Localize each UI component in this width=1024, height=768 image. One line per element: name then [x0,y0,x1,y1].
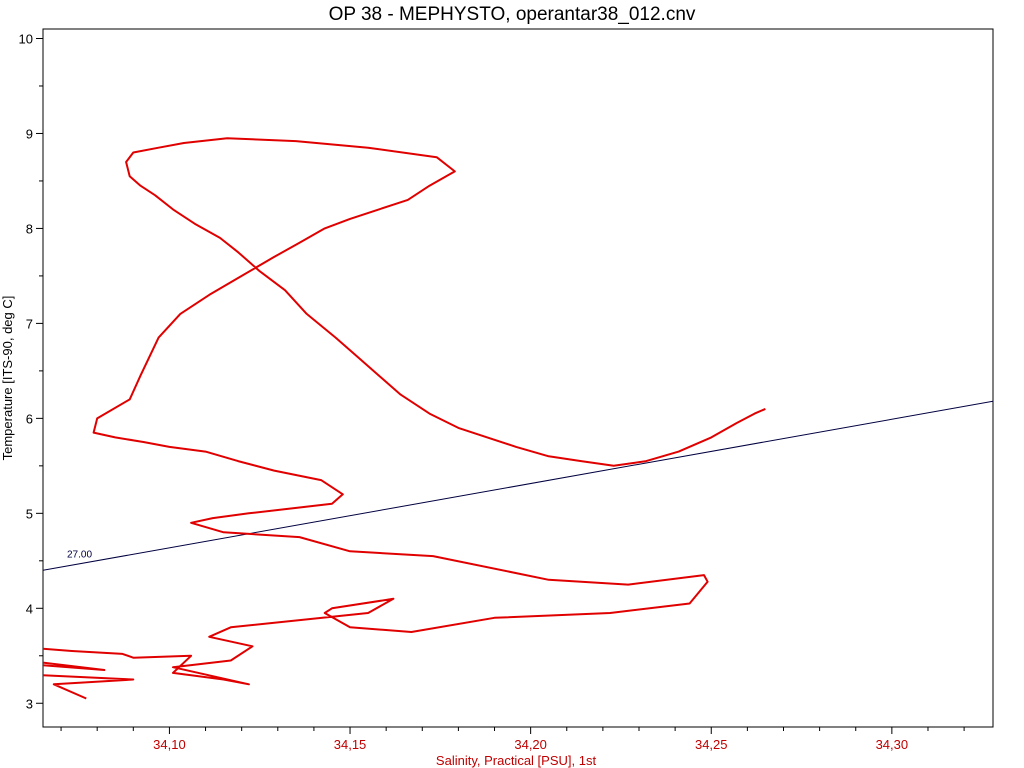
chart-title: OP 38 - MEPHYSTO, operantar38_012.cnv [329,4,696,25]
x-tick-label: 34,25 [695,737,728,752]
y-tick-label: 7 [26,316,33,331]
isopycnal-label: 27.00 [67,550,92,561]
y-tick-label: 3 [26,696,33,711]
y-tick-label: 8 [26,221,33,236]
x-tick-label: 34,10 [153,737,186,752]
y-tick-label: 5 [26,506,33,521]
x-tick-label: 34,15 [334,737,367,752]
isopycnal-line [43,400,993,571]
x-tick-label: 34,30 [876,737,909,752]
y-tick-label: 4 [26,601,33,616]
plot-area-frame [42,28,994,728]
y-tick-label: 6 [26,411,33,426]
x-axis: 34,10 34,15 34,20 34,25 34,30 [60,727,965,752]
y-axis: 3 4 5 6 7 8 9 10 [19,31,43,711]
y-tick-label: 9 [26,126,33,141]
y-tick-label: 10 [19,31,33,46]
series-group [43,137,766,700]
x-tick-label: 34,20 [514,737,547,752]
y-axis-label: Temperature [ITS-90, deg C] [0,296,15,461]
x-axis-label: Salinity, Practical [PSU], 1st [436,753,597,768]
ts-profile-line [43,137,766,700]
